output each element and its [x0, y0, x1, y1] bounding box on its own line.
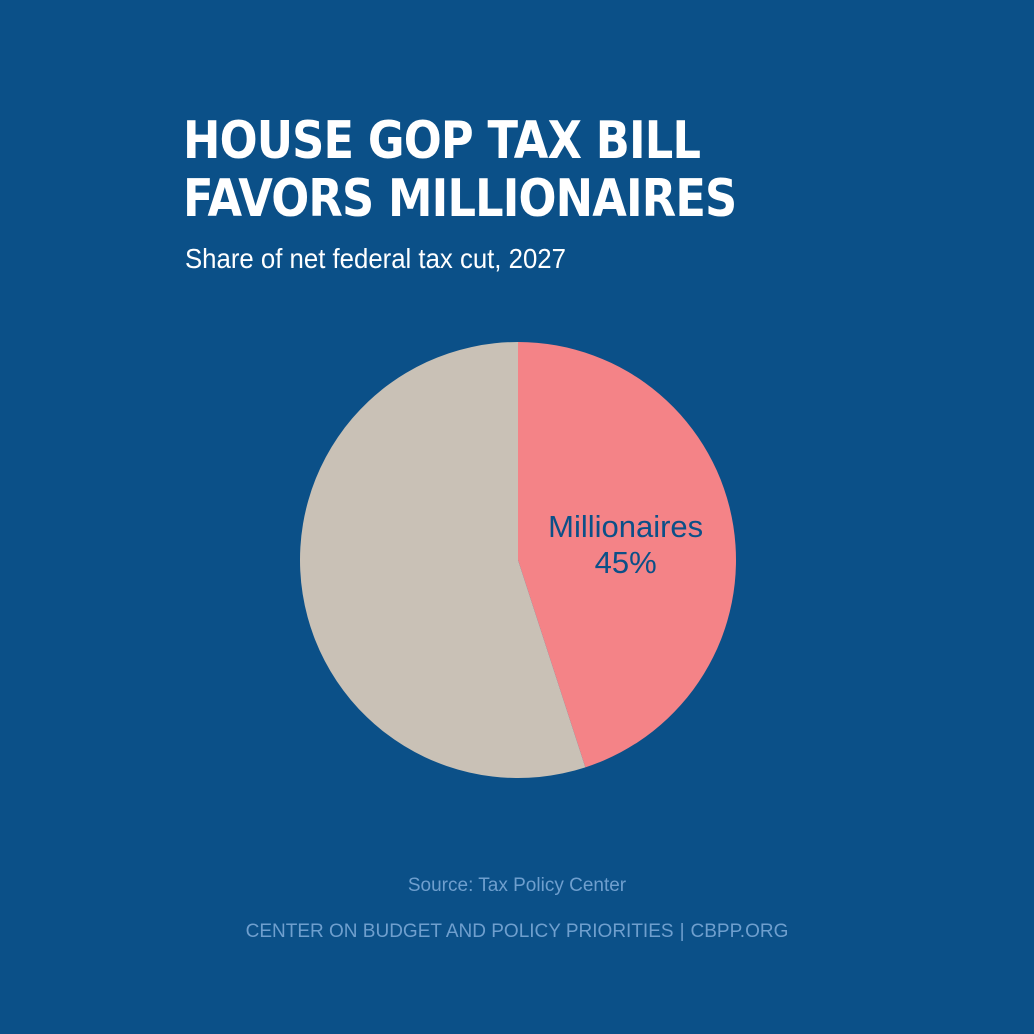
- pie-slice-other-1: [299, 342, 586, 778]
- source-note: Source: Tax Policy Center: [407, 875, 627, 896]
- footer: CENTER ON BUDGET AND POLICY PRIORITIES | C…: [0, 920, 1034, 944]
- footer-org: CENTER ON BUDGET AND POLICY PRIORITIES: [245, 921, 674, 942]
- slice-label-name: Millionaires: [548, 509, 703, 544]
- slice-label-value: 45%: [595, 545, 657, 580]
- footer-url: CBPP.ORG: [690, 921, 789, 942]
- chart-subtitle: Share of net federal tax cut, 2027: [185, 243, 566, 274]
- chart-title: HOUSE GOP TAX BILL FAVORS MILLIONAIRES: [183, 111, 737, 229]
- footer-separator: |: [679, 921, 685, 942]
- pie-slice-millionaires: [518, 342, 736, 768]
